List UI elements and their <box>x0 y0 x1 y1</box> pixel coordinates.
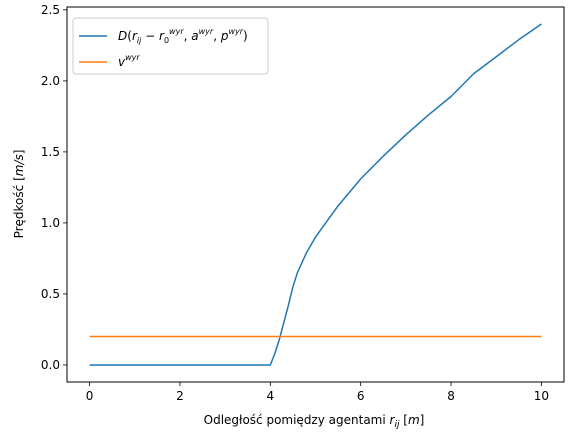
y-axis-ticks: 0.0 0.5 1.0 1.5 2.0 2.5 <box>41 3 67 372</box>
x-tick-label: 2 <box>176 389 184 403</box>
x-tick-label: 0 <box>86 389 94 403</box>
legend: D(rij − r0wyr, awyr, pwyr) vwyr <box>72 17 269 75</box>
y-tick-label: 0.5 <box>41 287 60 301</box>
legend-label-d: D(rij − r0wyr, awyr, pwyr) <box>118 27 248 45</box>
series-layer <box>89 23 542 366</box>
y-tick-label: 0.0 <box>41 358 60 372</box>
legend-box <box>72 17 269 75</box>
x-axis-label: Odległość pomiędzy agentami rij [m] <box>204 413 425 430</box>
y-axis-label: Prędkość [m/s] <box>12 150 26 239</box>
x-axis-ticks: 0 2 4 6 8 10 <box>86 382 549 403</box>
x-tick-label: 4 <box>266 389 274 403</box>
x-tick-label: 8 <box>447 389 455 403</box>
y-tick-label: 2.5 <box>41 3 60 17</box>
legend-label-v: vwyr <box>118 53 140 69</box>
plot-frame <box>66 6 565 383</box>
y-tick-label: 1.5 <box>41 145 60 159</box>
y-tick-label: 1.0 <box>41 216 60 230</box>
x-tick-label: 6 <box>357 389 365 403</box>
x-tick-label: 10 <box>534 389 549 403</box>
y-tick-label: 2.0 <box>41 74 60 88</box>
